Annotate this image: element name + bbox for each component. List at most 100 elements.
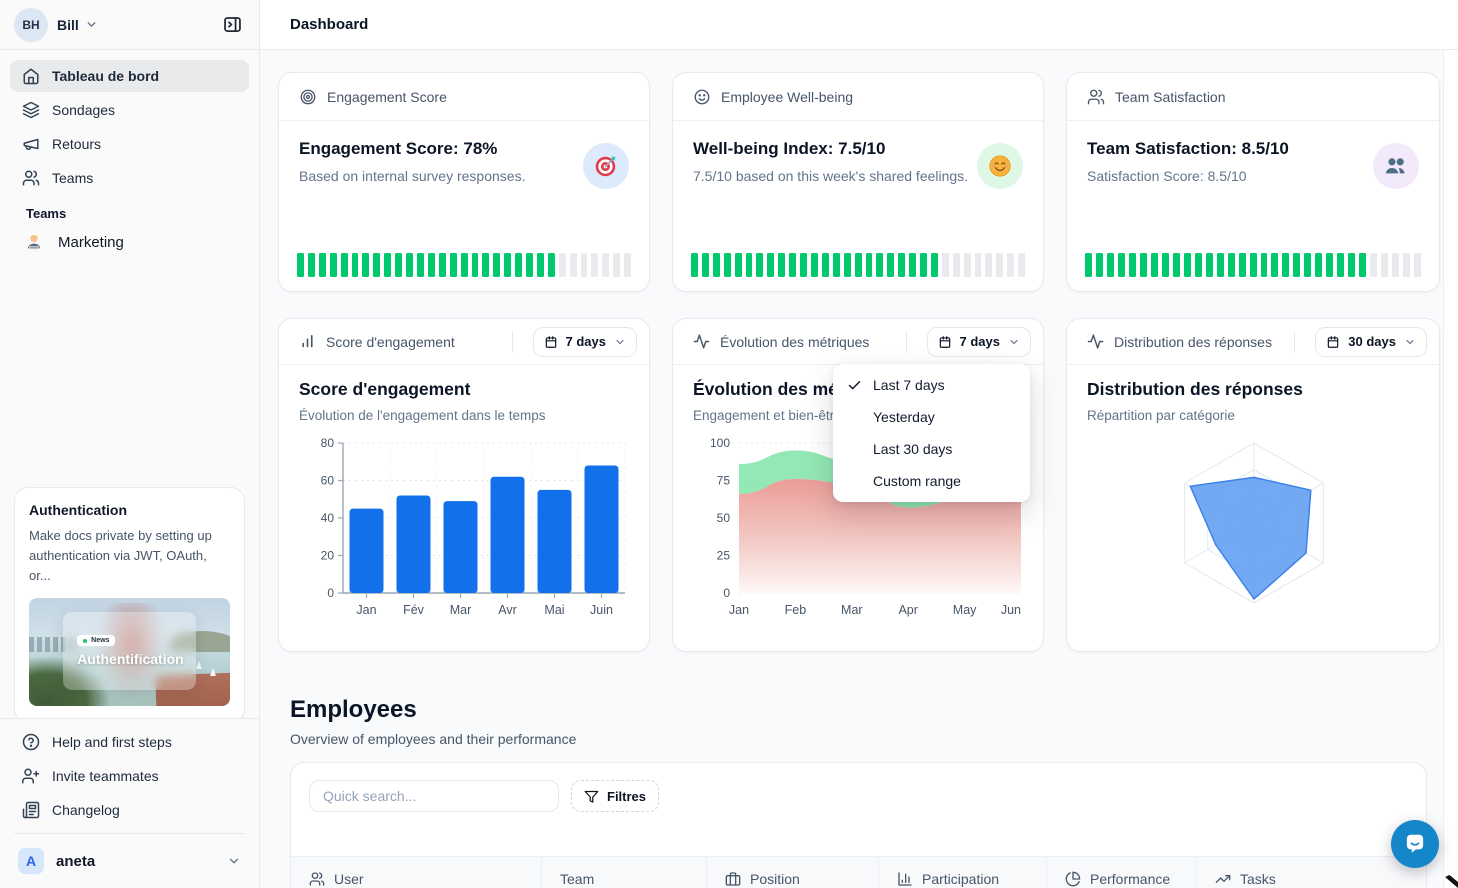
progress-bar: [1085, 253, 1422, 277]
divider: [1294, 330, 1296, 353]
chat-launcher-button[interactable]: [1391, 820, 1439, 868]
progress-segment: [898, 253, 906, 277]
collapse-sidebar-button[interactable]: [219, 12, 245, 38]
chart-title: Score d'engagement: [299, 379, 471, 399]
promo-image[interactable]: News Authentification: [29, 598, 230, 707]
workspace-name: aneta: [56, 852, 96, 870]
changelog-link[interactable]: Changelog: [10, 793, 249, 827]
chevron-down-icon: [85, 18, 98, 31]
target-emoji: [583, 143, 629, 189]
progress-segment: [1018, 253, 1026, 277]
progress-segment: [1315, 253, 1323, 277]
filters-button[interactable]: Filtres: [571, 780, 660, 812]
panel-collapse-icon: [222, 14, 243, 35]
progress-segment: [734, 253, 742, 277]
svg-text:Avr: Avr: [498, 603, 517, 617]
progress-segment: [920, 253, 927, 277]
date-range-button[interactable]: 30 days: [1315, 326, 1427, 357]
footer-item-label: Invite teammates: [52, 768, 159, 784]
svg-text:Juin: Juin: [590, 603, 613, 617]
menu-item-yesterday[interactable]: Yesterday: [833, 401, 1030, 433]
footer-item-label: Changelog: [52, 802, 120, 818]
progress-segment: [832, 253, 840, 277]
column-header-tasks[interactable]: Tasks: [1196, 857, 1364, 888]
column-header-user[interactable]: User: [291, 857, 541, 888]
sidebar-item-marketing[interactable]: Marketing: [10, 225, 249, 259]
divider: [511, 330, 513, 353]
column-label: User: [334, 871, 364, 887]
divider: [905, 330, 907, 353]
progress-segment: [1183, 253, 1191, 277]
sidebar: BH Bill Tableau de bord Sondages: [0, 0, 260, 888]
progress-segment: [536, 253, 544, 277]
menu-item-last-7-days[interactable]: Last 7 days: [833, 369, 1030, 401]
progress-segment: [941, 253, 949, 277]
progress-segment: [547, 253, 555, 277]
progress-segment: [297, 253, 304, 277]
sidebar-item-surveys[interactable]: Sondages: [10, 94, 249, 126]
menu-item-last-30-days[interactable]: Last 30 days: [833, 433, 1030, 465]
progress-segment: [1359, 253, 1367, 277]
progress-segment: [1007, 253, 1015, 277]
stat-title: Team Satisfaction: 8.5/10: [1087, 139, 1289, 158]
employees-subtitle: Overview of employees and their performa…: [290, 731, 577, 747]
news-badge: News: [77, 635, 116, 647]
progress-segment: [558, 253, 566, 277]
progress-segment: [1304, 253, 1312, 277]
progress-segment: [854, 253, 862, 277]
menu-item-custom-range[interactable]: Custom range: [833, 465, 1030, 497]
progress-segment: [1172, 253, 1180, 277]
user-name[interactable]: Bill: [57, 16, 79, 33]
invite-teammates-link[interactable]: Invite teammates: [10, 759, 249, 793]
menu-item-label: Custom range: [873, 473, 961, 489]
footer-item-label: Help and first steps: [52, 734, 172, 750]
column-label: Participation: [922, 871, 1000, 887]
progress-segment: [1271, 253, 1279, 277]
stat-subtitle: Satisfaction Score: 8.5/10: [1087, 168, 1247, 184]
sidebar-item-feedback[interactable]: Retours: [10, 128, 249, 160]
promo-body: Make docs private by setting up authenti…: [29, 528, 212, 584]
card-header-label: Distribution des réponses: [1114, 333, 1272, 350]
date-range-label: 30 days: [1348, 334, 1396, 349]
progress-segment: [416, 253, 424, 277]
progress-segment: [1326, 253, 1334, 277]
scrollbar-gutter[interactable]: [1443, 50, 1458, 888]
date-range-button[interactable]: 7 days: [532, 326, 637, 357]
progress-segment: [712, 253, 720, 277]
svg-text:Jun: Jun: [1001, 603, 1021, 617]
progress-segment: [701, 253, 709, 277]
progress-segment: [909, 253, 917, 277]
avatar[interactable]: BH: [14, 7, 48, 42]
menu-item-label: Last 30 days: [873, 441, 953, 457]
layers-icon: [22, 101, 40, 119]
workspace-avatar: A: [18, 848, 44, 874]
date-range-button[interactable]: 7 days: [926, 326, 1031, 357]
progress-segment: [887, 253, 895, 277]
progress-segment: [996, 253, 1004, 277]
column-header-performance[interactable]: Performance: [1046, 857, 1196, 888]
progress-segment: [471, 253, 479, 277]
column-header-position[interactable]: Position: [706, 857, 878, 888]
sidebar-item-teams[interactable]: Teams: [10, 162, 249, 194]
date-range-menu: Last 7 days Yesterday Last 30 days Custom r…: [833, 364, 1030, 502]
svg-text:Mai: Mai: [544, 603, 564, 617]
divider: [14, 833, 245, 834]
promo-card[interactable]: Authentication Make docs private by sett…: [14, 487, 245, 724]
search-input[interactable]: [309, 780, 559, 812]
progress-segment: [580, 253, 588, 277]
funnel-icon: [584, 789, 599, 804]
progress-segment: [1205, 253, 1213, 277]
progress-segment: [843, 253, 851, 277]
svg-text:50: 50: [717, 511, 731, 525]
date-range-label: 7 days: [959, 334, 1000, 349]
progress-segment: [427, 253, 435, 277]
column-header-participation[interactable]: Participation: [878, 857, 1046, 888]
help-link[interactable]: Help and first steps: [10, 725, 249, 759]
workspace-switcher[interactable]: A aneta: [10, 840, 249, 882]
svg-text:Fév: Fév: [403, 603, 425, 617]
column-header-team[interactable]: Team: [541, 857, 706, 888]
progress-segment: [449, 253, 457, 277]
date-range-label: 7 days: [565, 334, 606, 349]
progress-segment: [1139, 253, 1147, 277]
sidebar-item-dashboard[interactable]: Tableau de bord: [10, 60, 249, 92]
